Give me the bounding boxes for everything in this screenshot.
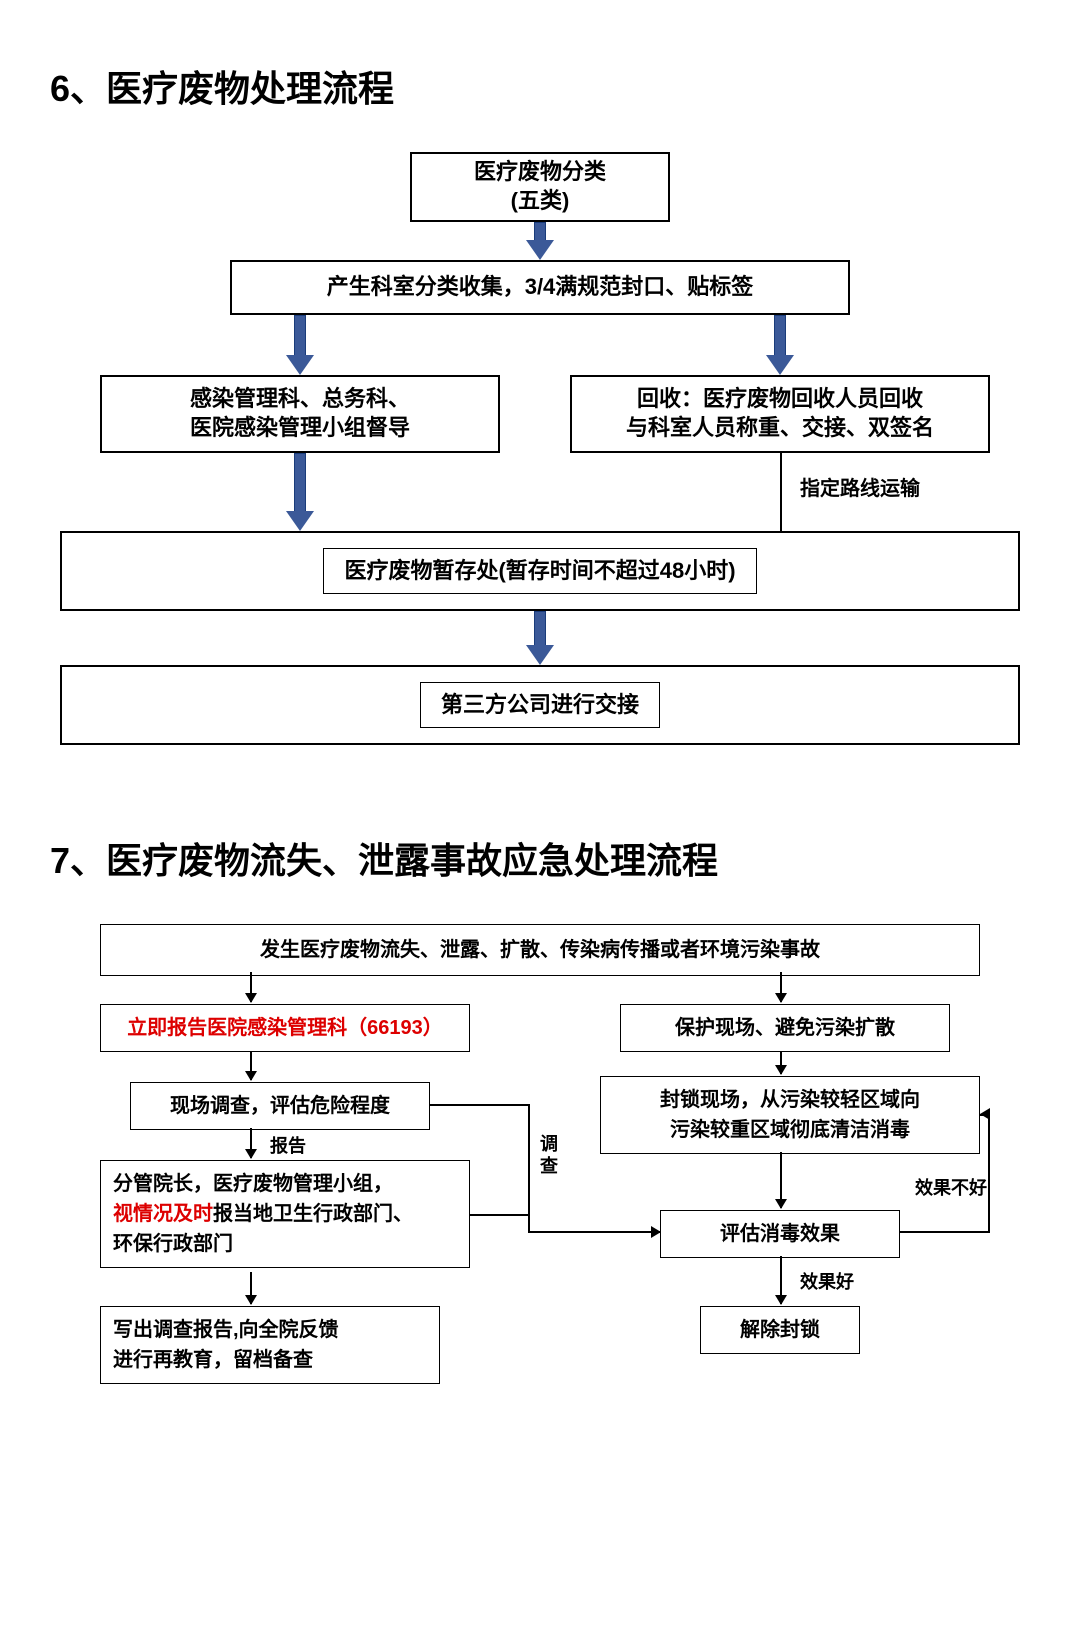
fc7-node-lockdown: 封锁现场，从污染较轻区域向 污染较重区域彻底清洁消毒: [600, 1076, 980, 1154]
fc7-node-leadership: 分管院长，医疗废物管理小组， 视情况及时报当地卫生行政部门、 环保行政部门: [100, 1160, 470, 1268]
fc7-node-investigate: 现场调查，评估危险程度: [130, 1082, 430, 1130]
fc7-node-protect: 保护现场、避免污染扩散: [620, 1004, 950, 1052]
fc7-arrow-r2: [780, 1152, 782, 1208]
fc6-arrow-3-stem: [294, 453, 306, 513]
fc7-node-incident: 发生医疗废物流失、泄露、扩散、传染病传播或者环境污染事故: [100, 924, 980, 976]
fc7-label-bad: 效果不好: [915, 1174, 987, 1200]
fc6-node-classification: 医疗废物分类 (五类): [410, 152, 670, 222]
fc6-node-handover: 第三方公司进行交接: [60, 665, 1020, 745]
fc6-arrow-2r-stem: [774, 315, 786, 357]
fc7-loop-h1: [900, 1231, 990, 1233]
fc7-arrow-r1: [780, 1052, 782, 1074]
fc7-lead-post2: 环保行政部门: [113, 1233, 233, 1255]
fc7-label-good: 效果好: [800, 1268, 854, 1294]
fc6-line-4: [780, 453, 782, 531]
fc7-loop-arrowhead: [980, 1108, 990, 1120]
fc6-node-collect: 产生科室分类收集，3/4满规范封口、贴标签: [230, 260, 850, 315]
fc7-lead-post1: 报当地卫生行政部门、: [213, 1203, 413, 1225]
fc6-arrow-5-stem: [534, 611, 546, 647]
fc6-arrow-2l-stem: [294, 315, 306, 357]
fc7-label-report: 报告: [270, 1132, 306, 1158]
fc7-report-text: 立即报告医院感染管理科（66193）: [127, 1017, 443, 1039]
flowchart-7: 发生医疗废物流失、泄露、扩散、传染病传播或者环境污染事故 立即报告医院感染管理科…: [60, 924, 1020, 1484]
flowchart-6: 医疗废物分类 (五类) 产生科室分类收集，3/4满规范封口、贴标签 感染管理科、…: [60, 152, 1020, 772]
fc7-final-l1: 写出调查报告,向全院反馈: [113, 1319, 339, 1341]
fc7-lead-line1: 分管院长，医疗废物管理小组，: [113, 1173, 393, 1195]
fc6-node-supervise: 感染管理科、总务科、 医院感染管理小组督导: [100, 375, 500, 453]
fc7-mid-v: [528, 1104, 530, 1231]
fc7-node-evaluate: 评估消毒效果: [660, 1210, 900, 1258]
fc6-edge-label-transport: 指定路线运输: [800, 472, 920, 501]
fc6-arrow-2r-head: [766, 355, 794, 375]
fc7-final-l2: 进行再教育，留档备查: [113, 1349, 313, 1371]
fc7-loop-v: [988, 1114, 990, 1233]
fc7-mid-h2: [470, 1214, 530, 1216]
fc7-node-final-report: 写出调查报告,向全院反馈 进行再教育，留档备查: [100, 1306, 440, 1384]
fc7-node-unlock: 解除封锁: [700, 1306, 860, 1354]
fc6-node-handover-inner: 第三方公司进行交接: [420, 682, 660, 729]
fc6-node-storage: 医疗废物暂存处(暂存时间不超过48小时): [60, 531, 1020, 611]
fc7-arrow-top-right: [780, 972, 782, 1002]
fc7-arrow-r3: [780, 1256, 782, 1304]
fc6-node-storage-inner: 医疗废物暂存处(暂存时间不超过48小时): [323, 548, 756, 595]
fc6-node-recycle: 回收：医疗废物回收人员回收 与科室人员称重、交接、双签名: [570, 375, 990, 453]
fc6-arrow-5-head: [526, 645, 554, 665]
fc7-mid-h1: [430, 1104, 530, 1106]
fc6-arrow-1-stem: [534, 222, 546, 242]
fc7-arrow-l2: [250, 1128, 252, 1158]
fc7-node-report: 立即报告医院感染管理科（66193）: [100, 1004, 470, 1052]
fc7-mid-h3: [528, 1231, 660, 1233]
fc7-lead-red: 视情况及时: [113, 1203, 213, 1225]
fc7-arrow-l3: [250, 1272, 252, 1304]
fc7-arrow-l1: [250, 1052, 252, 1080]
fc6-arrow-3-head: [286, 511, 314, 531]
fc7-label-investigate: 调 查: [540, 1134, 558, 1177]
fc6-arrow-2l-head: [286, 355, 314, 375]
fc6-arrow-1-head: [526, 240, 554, 260]
fc7-arrow-top-left: [250, 972, 252, 1002]
section-7-title: 7、医疗废物流失、泄露事故应急处理流程: [50, 832, 1030, 884]
section-6-title: 6、医疗废物处理流程: [50, 60, 1030, 112]
